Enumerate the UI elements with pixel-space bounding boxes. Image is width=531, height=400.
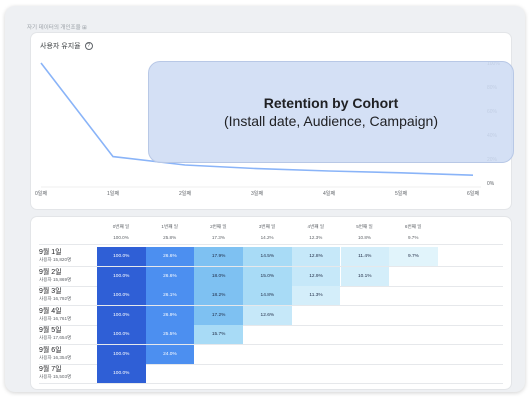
column-total: 10.8%: [357, 235, 372, 240]
series-line: [40, 62, 474, 176]
cohort-cell[interactable]: 11.4%: [340, 247, 389, 266]
cohort-cell[interactable]: 100.0%: [97, 305, 146, 325]
cohort-cell[interactable]: 12.8%: [291, 247, 341, 266]
column-header: 1번째 일: [161, 224, 178, 229]
x-tick-label: 0일째: [35, 190, 47, 197]
x-tick-label: 6일째: [467, 190, 479, 197]
cohort-cell[interactable]: 14.5%: [243, 247, 292, 266]
column-header: 3번째 일: [258, 224, 276, 229]
column-total: 14.2%: [260, 235, 274, 240]
cohort-cell[interactable]: 26.6%: [145, 247, 195, 266]
cohort-date: 9월 1일: [39, 249, 62, 256]
cohort-date: 9월 4일: [39, 307, 62, 315]
x-tick-label: 1일째: [107, 190, 119, 197]
cohort-cell[interactable]: 100.0%: [97, 325, 146, 344]
cohort-cell[interactable]: 18.2%: [194, 286, 243, 305]
header-divider: [39, 244, 503, 245]
cohort-table-card: 0번째 일 1번째 일 2번째 일 3번째 일 4번째 일 5번째 일 6번째 일 100.0…: [31, 217, 511, 389]
cohort-cell[interactable]: 26.1%: [145, 286, 195, 305]
column-total: 25.8%: [163, 235, 177, 240]
row-divider: [39, 344, 503, 345]
cohort-cell[interactable]: 100.0%: [97, 364, 146, 383]
column-header: 2번째 일: [210, 224, 227, 229]
cohort-cell[interactable]: 100.0%: [97, 344, 146, 364]
chart-title: 사용자 유지율: [40, 43, 81, 50]
cohort-row-label: 9월 4일 사용자 16,761명: [39, 308, 71, 322]
x-tick-label: 2일째: [179, 190, 191, 197]
cohort-row-label: 9월 1일 사용자 15,820명: [39, 249, 71, 263]
cohort-date: 9월 5일: [39, 327, 62, 334]
x-tick-label: 4일째: [323, 190, 335, 197]
cohort-cell[interactable]: 26.9%: [145, 305, 195, 325]
cohort-date: 9월 6일: [39, 346, 62, 354]
cohort-row-label: 9월 2일 사용자 15,869명: [39, 269, 71, 283]
overlay-title: Retention by Cohort: [263, 95, 399, 111]
cohort-cell[interactable]: 18.0%: [194, 266, 243, 286]
column-header: 0번째 일: [112, 224, 130, 229]
app-frame: 자기 데이터의 개인조율 ⊞ 사용자 유지율 ? 100%80%60%40%20…: [5, 6, 525, 392]
cohort-row-label: 9월 3일 사용자 16,792명: [39, 288, 71, 302]
cohort-cell[interactable]: 12.9%: [291, 266, 341, 286]
cohort-cell[interactable]: 26.6%: [145, 266, 195, 286]
row-divider: [39, 324, 503, 326]
cohort-cell[interactable]: 15.7%: [194, 325, 243, 344]
column-header: 5번째 일: [356, 224, 373, 229]
cohort-cell[interactable]: 100.0%: [97, 266, 146, 286]
cohort-cell[interactable]: 17.9%: [194, 247, 243, 266]
y-tick-label: 0%: [487, 181, 495, 187]
cohort-cell[interactable]: 100.0%: [97, 286, 146, 305]
row-divider: [39, 363, 503, 365]
cohort-user-count: 사용자 16,792명: [39, 296, 72, 301]
cohort-date: 9월 7일: [39, 366, 62, 373]
column-total: 9.7%: [407, 235, 419, 240]
cohort-cell[interactable]: 14.8%: [243, 286, 292, 305]
cohort-cell[interactable]: 100.0%: [97, 247, 146, 266]
cohort-cell[interactable]: 24.0%: [145, 344, 195, 364]
cohort-user-count: 사용자 15,503명: [39, 374, 72, 379]
overlay-callout: Retention by Cohort (Install date, Audie…: [148, 61, 514, 163]
overlay-subtitle: (Install date, Audience, Campaign): [223, 113, 438, 129]
cohort-row-label: 9월 6일 사용자 16,354명: [39, 347, 71, 361]
column-total: 17.3%: [211, 235, 225, 240]
column-header: 4번째 일: [307, 224, 325, 229]
cohort-date: 9월 3일: [39, 288, 62, 295]
breadcrumb: 자기 데이터의 개인조율 ⊞: [27, 25, 87, 31]
cohort-user-count: 사용자 15,869명: [39, 276, 72, 282]
cohort-cell[interactable]: 12.6%: [243, 305, 292, 325]
cohort-date: 9월 2일: [39, 268, 62, 276]
cohort-user-count: 사용자 15,820명: [39, 257, 72, 262]
cohort-row-label: 9월 5일 사용자 17,654명: [39, 327, 71, 341]
column-total: 12.3%: [309, 235, 323, 240]
cohort-cell[interactable]: 25.5%: [145, 325, 195, 344]
question-circle-icon[interactable]: ?: [84, 42, 93, 50]
cohort-user-count: 사용자 17,654명: [39, 335, 72, 340]
column-total: 100.0%: [113, 235, 129, 240]
cohort-cell[interactable]: 15.0%: [243, 266, 292, 286]
cohort-cell[interactable]: 11.3%: [291, 286, 341, 305]
x-tick-label: 5일째: [395, 190, 407, 197]
retention-chart-card: 사용자 유지율 ? 100%80%60%40%20%0%0일째1일째2일째3일째…: [31, 33, 514, 209]
cohort-user-count: 사용자 16,761명: [39, 315, 72, 321]
cohort-cell[interactable]: 17.2%: [194, 305, 243, 325]
cohort-cell[interactable]: 10.1%: [340, 266, 389, 286]
x-tick-label: 3일째: [251, 190, 263, 197]
cohort-cell[interactable]: 9.7%: [389, 247, 438, 266]
cohort-user-count: 사용자 16,354명: [39, 354, 72, 360]
row-divider: [39, 383, 503, 384]
chart-title-row: 사용자 유지율 ?: [40, 41, 93, 51]
column-header: 6번째 일: [404, 224, 422, 229]
cohort-row-label: 9월 7일 사용자 15,503명: [39, 366, 71, 380]
